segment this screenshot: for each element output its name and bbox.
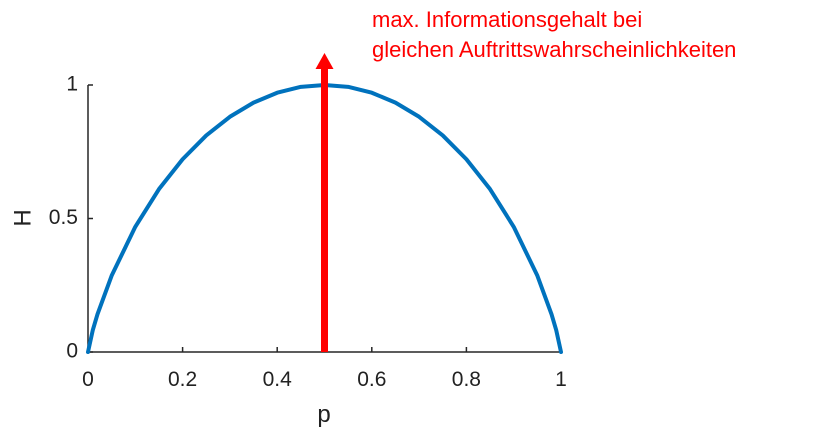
- x-tick-label: 0.6: [357, 368, 386, 391]
- x-tick-label: 0.2: [168, 368, 197, 391]
- x-tick-label: 1: [555, 368, 567, 391]
- annotation-line: gleichen Auftrittswahrscheinlichkeiten: [372, 37, 736, 62]
- x-axis-label: p: [317, 401, 330, 428]
- x-tick-label: 0: [82, 368, 94, 391]
- x-tick-label: 0.8: [452, 368, 481, 391]
- x-tick-label: 0.4: [263, 368, 293, 391]
- annotation-text: max. Informationsgehalt bei gleichen Auft…: [372, 7, 736, 62]
- max-arrow: [315, 52, 334, 352]
- y-axis-label: H: [9, 209, 36, 226]
- y-tick-label: 1: [66, 73, 78, 96]
- axes: 0 0.2 0.4 0.6 0.8 1 00.51: [49, 73, 567, 391]
- y-ticks: 00.51: [49, 73, 93, 363]
- y-tick-label: 0.5: [49, 206, 78, 229]
- y-tick-label: 0: [66, 340, 78, 363]
- arrow-head: [315, 52, 334, 69]
- annotation-line: max. Informationsgehalt bei: [372, 7, 642, 32]
- x-ticks: 0 0.2 0.4 0.6 0.8 1: [82, 347, 567, 391]
